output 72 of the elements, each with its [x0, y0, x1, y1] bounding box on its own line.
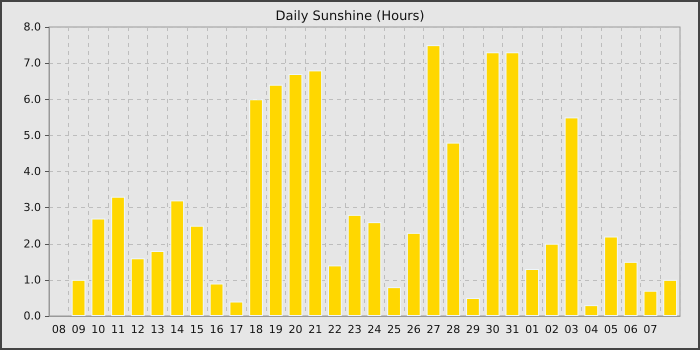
bar — [663, 280, 678, 316]
bar — [268, 84, 283, 316]
x-tick-label: 30 — [486, 323, 500, 336]
x-tick-label: 06 — [624, 323, 638, 336]
x-tick-label: 17 — [229, 323, 244, 336]
x-tick-label: 26 — [406, 323, 421, 336]
x-tick-label: 24 — [367, 323, 382, 336]
bar — [584, 305, 598, 316]
x-tick-label: 21 — [308, 323, 322, 336]
x-tick-label: 05 — [604, 323, 618, 336]
y-tick-label: 7.0 — [24, 56, 41, 70]
x-tick-label: 09 — [72, 323, 86, 336]
bar — [249, 99, 263, 316]
bar — [348, 214, 362, 316]
bar — [644, 290, 658, 316]
bar — [525, 269, 540, 316]
y-tick-label: 2.0 — [24, 237, 41, 250]
y-tick-label: 5.0 — [24, 128, 41, 142]
x-tick-label: 18 — [249, 323, 264, 336]
x-tick-label: 14 — [170, 323, 184, 336]
x-tick-label: 03 — [564, 323, 579, 336]
x-tick-label: 01 — [525, 323, 540, 336]
x-tick-label: 19 — [268, 323, 283, 336]
x-tick-label: 13 — [150, 323, 164, 336]
bar — [406, 232, 421, 316]
bar — [446, 142, 460, 316]
bar — [604, 236, 618, 316]
x-tick-label: 25 — [387, 323, 402, 336]
x-tick-label: 28 — [446, 323, 460, 336]
bar — [328, 265, 342, 316]
bar — [210, 283, 224, 316]
bar — [130, 258, 145, 316]
x-tick-label: 04 — [584, 323, 598, 336]
bar — [308, 70, 322, 316]
bar — [72, 280, 86, 316]
x-tick-label: 31 — [505, 323, 520, 336]
bar — [288, 74, 302, 316]
bar — [544, 244, 559, 316]
bar — [426, 45, 440, 316]
x-tick-label: 27 — [426, 323, 441, 336]
x-tick-label: 10 — [91, 323, 106, 336]
bar — [466, 298, 480, 316]
y-tick-label: 8.0 — [24, 20, 41, 34]
y-tick-label: 6.0 — [24, 92, 41, 106]
x-tick-label: 08 — [52, 323, 66, 336]
x-tick-label: 20 — [288, 323, 302, 336]
bar — [170, 200, 184, 316]
bar — [387, 287, 401, 316]
y-tick-label: 3.0 — [24, 201, 41, 214]
bar — [624, 262, 638, 316]
y-tick-label: 1.0 — [24, 273, 41, 286]
bar — [367, 222, 382, 316]
bar — [505, 52, 520, 316]
x-tick-label: 29 — [466, 323, 480, 336]
bar — [150, 250, 164, 316]
y-tick-label: 0.0 — [24, 310, 41, 322]
chart-title: Daily Sunshine (Hours) — [276, 9, 424, 24]
bar — [486, 52, 500, 316]
x-tick-label: 15 — [190, 323, 204, 336]
bar — [564, 117, 578, 316]
bar — [229, 302, 244, 316]
x-tick-label: 12 — [130, 323, 145, 336]
y-tick-label: 4.0 — [24, 165, 41, 178]
x-tick-label: 07 — [643, 323, 658, 336]
bar — [111, 196, 125, 316]
x-tick-label: 16 — [210, 323, 224, 336]
x-tick-label: 22 — [328, 323, 342, 336]
x-tick-label: 23 — [348, 323, 362, 336]
x-tick-label: 11 — [111, 323, 126, 336]
bar — [190, 226, 204, 316]
x-tick-label: 02 — [544, 323, 559, 336]
bar — [91, 218, 106, 316]
